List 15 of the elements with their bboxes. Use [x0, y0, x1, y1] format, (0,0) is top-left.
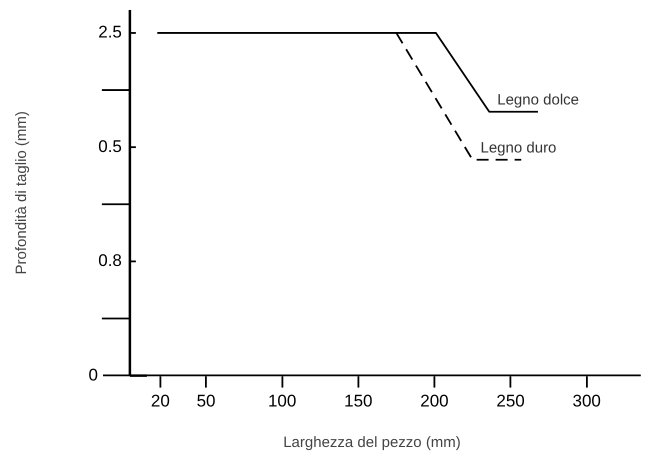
series-label: Legno duro: [480, 139, 556, 156]
annotation: 0.8: [98, 251, 122, 270]
x-tick-label: 300: [572, 391, 601, 410]
annotation: 2.5: [98, 22, 122, 42]
x-tick-label: 150: [344, 391, 372, 410]
text: 0: [88, 365, 98, 384]
annotation: 0.5: [98, 136, 122, 156]
y-axis-title: Profondità di taglio (mm): [13, 111, 30, 275]
x-tick-label: 20: [150, 391, 170, 410]
x-tick-label: 250: [496, 391, 525, 410]
x-tick-label: 50: [196, 391, 216, 410]
x-axis-title: Larghezza del pezzo (mm): [283, 434, 461, 452]
x-tick-label: 200: [420, 391, 449, 410]
x-tick-label: 100: [268, 391, 296, 410]
series-label: Legno dolce: [497, 91, 579, 108]
